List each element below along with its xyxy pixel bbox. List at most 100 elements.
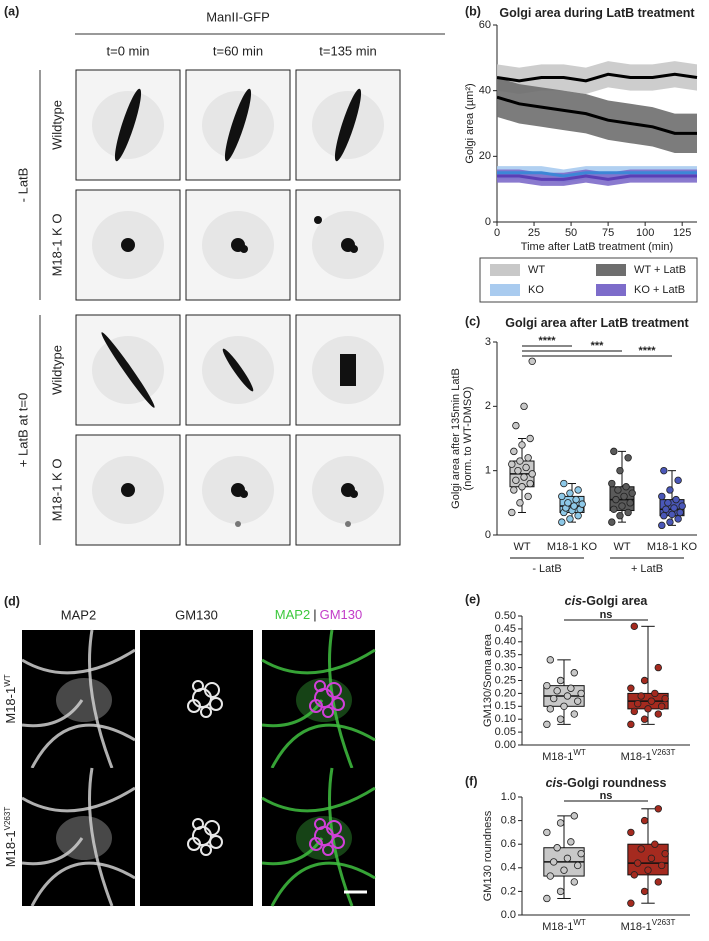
- data-point: [528, 357, 536, 365]
- golgi: [187, 699, 201, 713]
- legend-swatch: [490, 264, 520, 276]
- data-point: [510, 486, 518, 494]
- data-point: [610, 447, 618, 456]
- error-band: [497, 77, 697, 154]
- y-tick-label: 0.00: [495, 739, 516, 751]
- neurite: [21, 648, 136, 675]
- golgi: [192, 680, 204, 692]
- data-point: [627, 828, 635, 837]
- chart-title: cis-Golgi roundness: [546, 776, 667, 790]
- y-tick-label: 0.20: [495, 687, 516, 699]
- micrograph: [140, 768, 253, 906]
- data-point: [556, 676, 565, 685]
- data-point: [678, 502, 686, 510]
- legend-label: WT: [528, 264, 545, 276]
- data-point: [640, 887, 649, 896]
- row-label: Wildtype: [49, 345, 64, 395]
- x-tick-sup: V263T: [652, 748, 676, 757]
- data-point: [574, 486, 582, 494]
- data-point: [640, 816, 649, 825]
- significance-label: ****: [538, 335, 556, 347]
- x-tick-base: M18-1: [542, 921, 573, 933]
- golgi: [121, 483, 135, 497]
- x-tick-label: 0: [494, 227, 500, 239]
- legend-swatch: [490, 284, 520, 296]
- x-tick-label: M18-1 KO: [647, 541, 698, 553]
- neurite: [270, 723, 376, 769]
- data-point: [520, 473, 528, 481]
- data-point: [674, 515, 682, 523]
- data-point: [520, 402, 528, 411]
- data-point: [553, 844, 561, 852]
- y-axis-label: Golgi area after 135min LatB: [450, 368, 462, 509]
- golgi: [350, 490, 358, 498]
- data-point: [574, 697, 582, 705]
- golgi: [224, 88, 252, 162]
- row-label-base: M18-1: [3, 830, 18, 867]
- data-point: [528, 470, 536, 478]
- data-point: [664, 499, 672, 507]
- column-header: t=60 min: [213, 43, 263, 58]
- data-point: [660, 512, 668, 520]
- data-point: [624, 508, 632, 517]
- chart-title-text: -Golgi area: [582, 594, 648, 608]
- data-point: [566, 489, 574, 497]
- y-axis-label: GM130/Soma area: [482, 633, 494, 727]
- group-label: - LatB: [15, 168, 30, 203]
- neurite: [30, 723, 136, 769]
- series-line: [496, 95, 697, 135]
- panel-label: (f): [465, 774, 478, 788]
- data-point: [644, 705, 652, 713]
- data-point: [560, 866, 568, 874]
- y-tick-label: 0: [485, 216, 491, 228]
- golgi: [200, 844, 212, 856]
- data-point: [674, 476, 682, 485]
- data-point: [666, 518, 674, 526]
- x-tick-label: 125: [673, 227, 691, 239]
- y-tick-label: 0.10: [495, 713, 516, 725]
- data-point: [630, 622, 638, 631]
- data-point: [508, 460, 516, 468]
- golgi: [209, 697, 223, 711]
- data-point: [518, 483, 526, 491]
- panel-title: ManII-GFP: [206, 9, 270, 24]
- y-tick-label: 0.8: [501, 815, 516, 827]
- y-tick-label: 60: [479, 19, 491, 31]
- data-point: [670, 504, 678, 512]
- y-axis-label: (norm. to WT-DMSO): [462, 387, 474, 491]
- y-tick-label: 0.4: [501, 862, 516, 874]
- legend-label: KO + LatB: [634, 284, 685, 296]
- row-label-sup: V263T: [3, 807, 12, 831]
- golgi: [240, 490, 248, 498]
- x-tick-label: M18-1WT: [542, 748, 586, 763]
- chart-title: Golgi area during LatB treatment: [499, 6, 695, 20]
- golgi: [192, 818, 204, 830]
- data-point: [558, 492, 566, 501]
- micrograph: [262, 630, 375, 768]
- column-header: MAP2: [61, 607, 96, 622]
- data-point: [543, 894, 551, 903]
- y-tick-label: 0.25: [495, 674, 516, 686]
- data-point: [512, 476, 520, 485]
- data-point: [564, 499, 572, 507]
- panel-label: (e): [465, 592, 480, 606]
- data-point: [574, 861, 582, 870]
- data-point: [658, 702, 666, 710]
- data-point: [647, 697, 656, 705]
- chart-title: cis-Golgi area: [565, 594, 649, 608]
- golgi: [200, 706, 212, 718]
- golgi: [322, 706, 334, 718]
- x-tick-label: 75: [602, 227, 614, 239]
- chart-title-italic: cis: [565, 594, 582, 608]
- series-line: [496, 72, 698, 83]
- merge-part: GM130: [320, 607, 363, 622]
- group-label: - LatB: [532, 563, 561, 575]
- data-point: [610, 505, 618, 513]
- x-tick-label: 50: [565, 227, 577, 239]
- y-tick-label: 0.05: [495, 726, 516, 738]
- x-tick-label: M18-1V263T: [621, 748, 676, 763]
- data-point: [640, 676, 649, 685]
- data-point: [614, 486, 622, 494]
- golgi: [326, 682, 342, 698]
- x-tick-base: M18-1: [542, 751, 573, 763]
